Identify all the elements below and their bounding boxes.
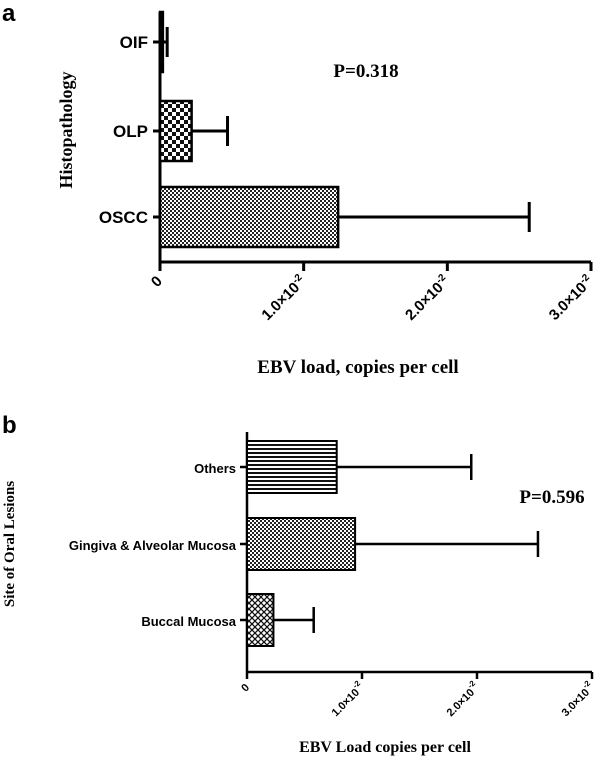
panel-a-bar <box>158 185 340 249</box>
panel-a-x-tick-label: 1.0×10-2 <box>258 272 310 324</box>
panel-b: b Site of Oral Lesions P=0.596 EBV Load … <box>2 412 595 756</box>
panel-b-x-axis-title: EBV Load copies per cell <box>299 739 471 756</box>
panel-a-x-tick-label: 0 <box>148 273 166 291</box>
panel-a-x-axis-title: EBV load, copies per cell <box>257 357 458 378</box>
panel-a-p-value: P=0.318 <box>333 61 398 82</box>
panel-a-bar <box>158 99 193 163</box>
panel-b-letter: b <box>2 412 17 439</box>
panel-b-category-label: Buccal Mucosa <box>141 614 236 629</box>
panel-a-category-label: OIF <box>120 33 148 52</box>
panel-a-category-label: OSCC <box>99 208 148 227</box>
panel-b-category-label: Gingiva & Alveolar Mucosa <box>69 538 237 553</box>
panel-b-category-label: Others <box>194 461 236 476</box>
panel-b-x-tick-label: 0 <box>239 682 252 695</box>
panel-b-x-tick-label: 3.0×10-2 <box>557 678 595 719</box>
panel-a: a Histopathology P=0.318 EBV load, copie… <box>2 0 595 378</box>
panel-a-x-tick-label: 3.0×10-2 <box>545 272 595 324</box>
panel-b-y-axis-title: Site of Oral Lesions <box>2 481 18 607</box>
panel-a-category-label: OLP <box>113 122 148 141</box>
panel-b-bar <box>246 593 275 647</box>
panel-b-p-value: P=0.596 <box>519 487 584 508</box>
panel-a-x-tick-label: 2.0×10-2 <box>401 272 453 324</box>
panel-b-marks: Others Gingiva & Alveolar Mucosa Buccal Mu… <box>69 432 595 719</box>
panel-b-bar <box>246 517 357 571</box>
panel-b-bar <box>246 440 338 494</box>
panel-a-letter: a <box>2 0 16 27</box>
panel-b-x-tick-label: 1.0×10-2 <box>327 678 368 719</box>
panel-a-bar <box>158 10 165 74</box>
panel-a-y-axis-title: Histopathology <box>56 71 76 188</box>
panel-b-x-tick-label: 2.0×10-2 <box>442 678 483 719</box>
panel-a-marks: OIF OLP OSCC 0 1.0×10-2 2.0×10-2 3.0×10-2 <box>99 10 595 324</box>
